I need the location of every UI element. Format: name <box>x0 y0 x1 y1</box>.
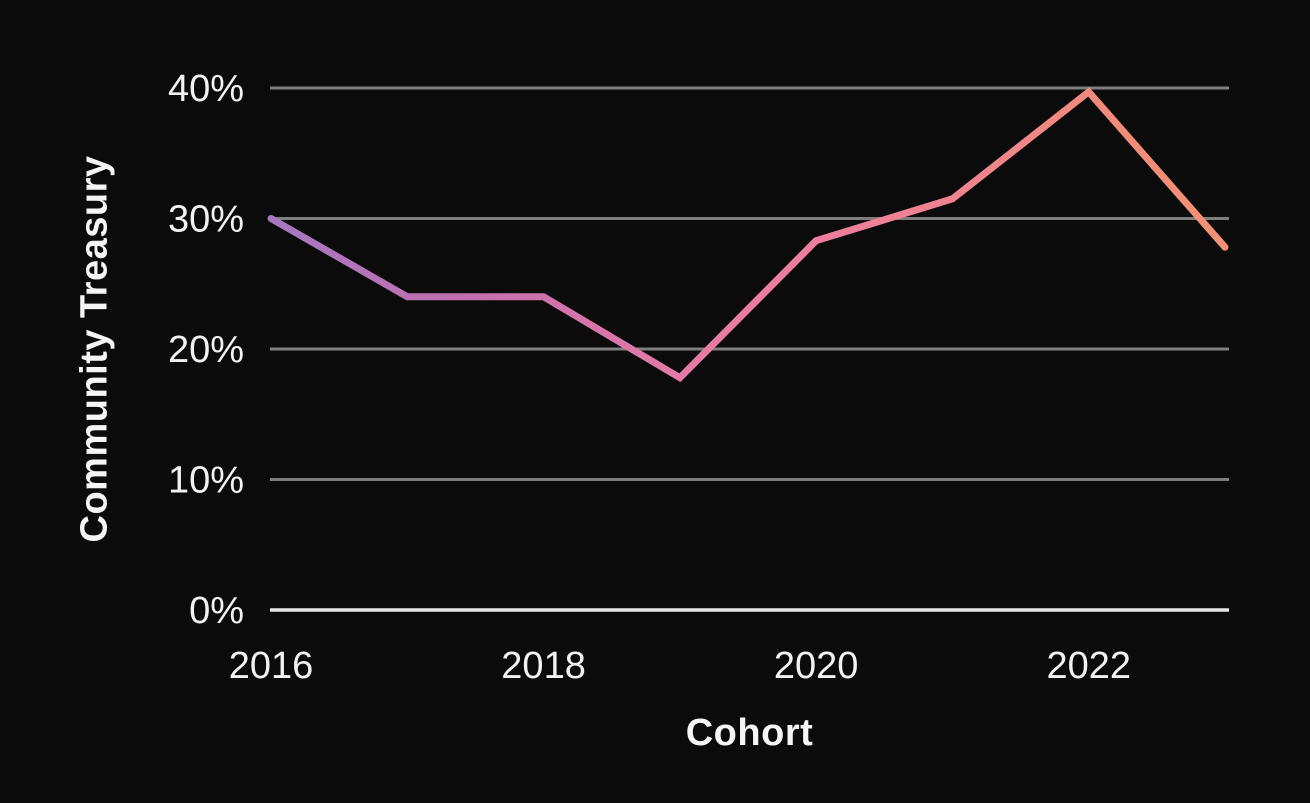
gridlines-group <box>270 86 1229 612</box>
x-tick-label: 2022 <box>1046 645 1131 687</box>
y-tick-label: 30% <box>168 199 244 241</box>
y-tick-label: 0% <box>189 590 244 632</box>
y-axis-title: Community Treasury <box>73 155 116 543</box>
x-tick-label: 2020 <box>774 645 859 687</box>
x-tick-label: 2016 <box>229 645 314 687</box>
y-tick-label: 20% <box>168 329 244 371</box>
x-tick-label: 2018 <box>501 645 586 687</box>
x-tick-labels-group: 2016 2018 2020 2022 <box>229 645 1131 687</box>
x-axis-title: Cohort <box>685 712 814 754</box>
y-tick-labels-group: 0% 10% 20% 30% 40% <box>168 68 244 632</box>
series-line-path <box>267 87 1229 383</box>
y-tick-label: 10% <box>168 460 244 502</box>
y-tick-label: 40% <box>168 68 244 110</box>
